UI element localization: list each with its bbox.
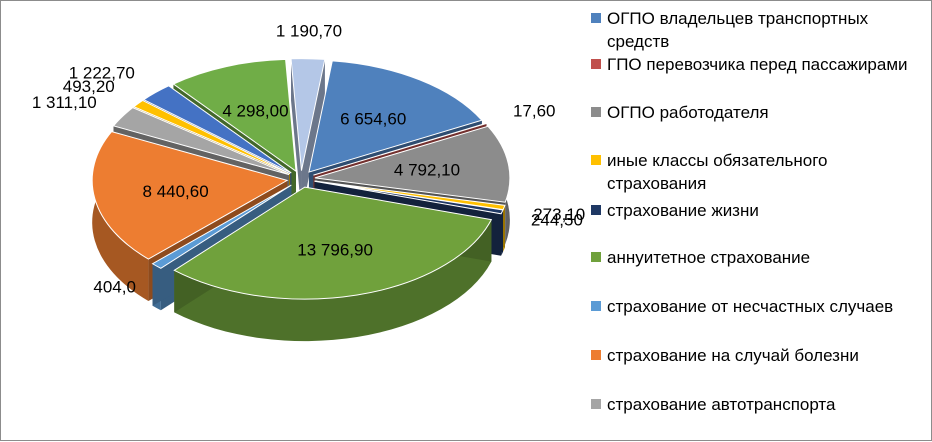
legend-item: ОГПО владельцев транспортных средств bbox=[591, 7, 927, 53]
legend-item: иные классы обязательного страхования bbox=[591, 149, 927, 195]
data-label: 1 222,70 bbox=[69, 63, 135, 82]
legend-label: страхование на случай болезни bbox=[607, 344, 927, 367]
data-label: 13 796,90 bbox=[297, 241, 373, 260]
legend-swatch bbox=[591, 301, 601, 311]
data-label: 4 298,00 bbox=[222, 102, 288, 121]
legend-label: страхование автотранспорта bbox=[607, 393, 927, 416]
data-label: 1 190,70 bbox=[276, 22, 342, 41]
data-label: 6 654,60 bbox=[340, 110, 406, 129]
legend-label: страхование от несчастных случаев bbox=[607, 295, 927, 318]
legend-item: страхование на случай болезни bbox=[591, 344, 927, 367]
legend-swatch bbox=[591, 205, 601, 215]
data-label: 404,0 bbox=[93, 277, 136, 296]
legend-swatch bbox=[591, 350, 601, 360]
data-label: 4 792,10 bbox=[394, 160, 460, 179]
legend-swatch bbox=[591, 13, 601, 23]
legend-label: ГПО перевозчика перед пассажирами bbox=[607, 53, 927, 76]
data-label: 8 440,60 bbox=[143, 182, 209, 201]
legend-swatch bbox=[591, 107, 601, 117]
legend-label: страхование жизни bbox=[607, 199, 927, 222]
legend-item: страхование жизни bbox=[591, 199, 927, 222]
legend-item: аннуитетное страхование bbox=[591, 246, 927, 269]
data-label: 17,60 bbox=[513, 101, 556, 120]
legend-label: аннуитетное страхование bbox=[607, 246, 927, 269]
legend-label: ОГПО работодателя bbox=[607, 101, 927, 124]
legend-item: страхование автотранспорта bbox=[591, 393, 927, 416]
legend-swatch bbox=[591, 59, 601, 69]
legend-swatch bbox=[591, 399, 601, 409]
legend-item: страхование от несчастных случаев bbox=[591, 295, 927, 318]
legend-label: ОГПО владельцев транспортных средств bbox=[607, 7, 927, 53]
legend-swatch bbox=[591, 155, 601, 165]
legend-item: ГПО перевозчика перед пассажирами bbox=[591, 53, 927, 76]
legend-swatch bbox=[591, 252, 601, 262]
legend-item: ОГПО работодателя bbox=[591, 101, 927, 124]
legend-label: иные классы обязательного страхования bbox=[607, 149, 927, 195]
data-label: 244,50 bbox=[531, 211, 583, 230]
